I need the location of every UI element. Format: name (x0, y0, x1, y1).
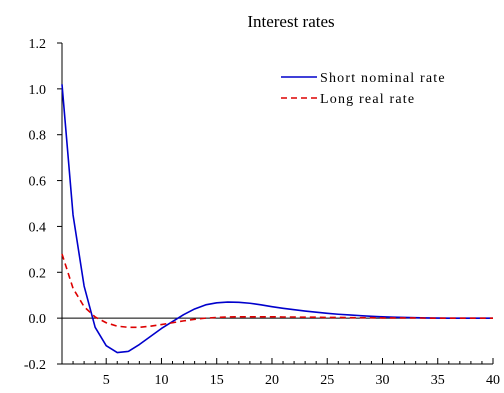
axes: -0.2 0.0 0.2 0.4 0.6 0.8 1.0 1.2 5 10 15 20 25 30 35 40 (24, 37, 500, 388)
x-tick-label: 30 (375, 373, 389, 388)
series-line-long-real-rate (61, 253, 493, 329)
y-tick-label: 0.2 (29, 266, 47, 281)
y-tick-label: 0.4 (29, 220, 47, 235)
x-tick-label: 25 (320, 373, 334, 388)
legend-label-short-nominal-rate: Short nominal rate (320, 71, 446, 86)
x-tick-label: 5 (103, 373, 110, 388)
x-tick-label: 10 (154, 373, 168, 388)
y-tick-label: 1.0 (29, 83, 47, 98)
x-tick-label: 40 (486, 373, 500, 388)
y-tick-label: 0.6 (29, 175, 47, 190)
legend: Short nominal rate Long real rate (281, 71, 446, 107)
y-tick-label: -0.2 (24, 358, 46, 373)
x-tick-label: 35 (431, 373, 445, 388)
legend-label-long-real-rate: Long real rate (320, 92, 415, 107)
x-tick-label: 15 (210, 373, 224, 388)
y-tick-label: 0.8 (29, 129, 47, 144)
y-tick-label: 1.2 (29, 37, 47, 52)
chart-title: Interest rates (247, 12, 334, 31)
y-tick-label: 0.0 (29, 312, 47, 327)
series-lines (61, 84, 493, 354)
x-tick-label: 20 (265, 373, 279, 388)
